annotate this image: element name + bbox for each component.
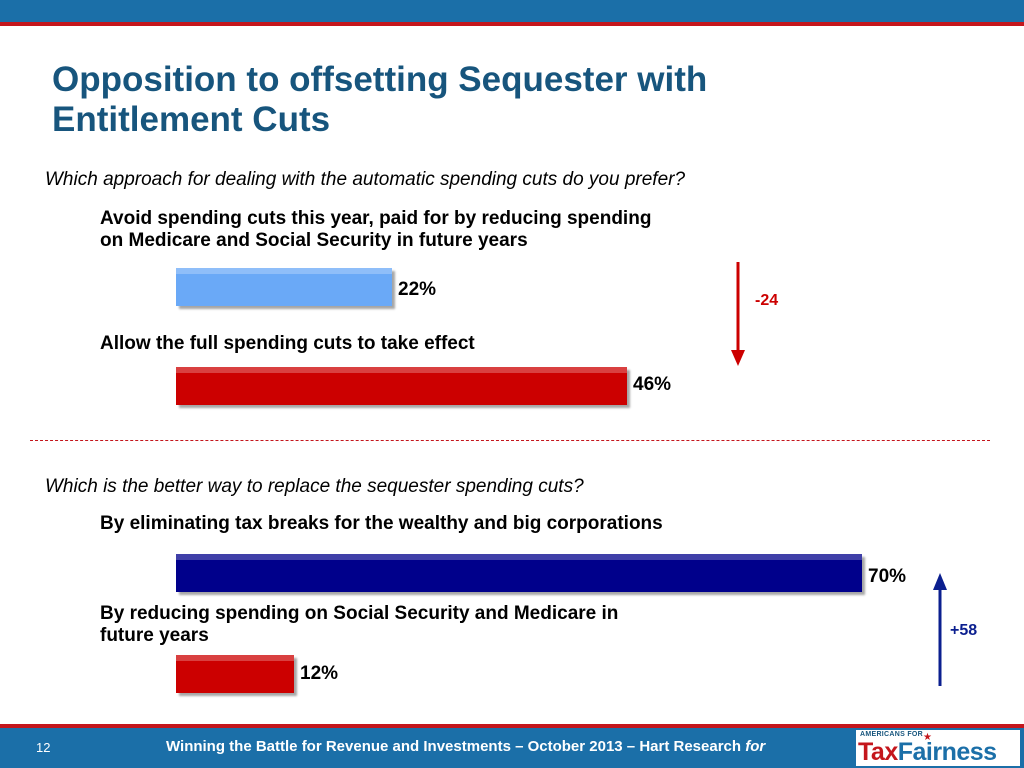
bar-2-2-value: 12% <box>300 663 339 684</box>
bar-2-2 <box>176 655 294 693</box>
slide-title: Opposition to offsetting Sequester with … <box>52 60 707 140</box>
option-1-1-label-line-2: on Medicare and Social Security in futur… <box>100 230 528 251</box>
option-2-1-label: By eliminating tax breaks for the wealth… <box>100 513 663 535</box>
question-2: Which is the better way to replace the s… <box>45 476 584 497</box>
option-1-1-label: Avoid spending cuts this year, paid for … <box>100 208 651 252</box>
bar-1-2-value: 46% <box>633 374 672 395</box>
bar-1-2 <box>176 367 627 405</box>
tax-fairness-logo: AMERICANS FOR ★ TaxFairness <box>856 730 1020 766</box>
footer-text: Winning the Battle for Revenue and Inves… <box>166 738 765 755</box>
question-1: Which approach for dealing with the auto… <box>45 169 686 190</box>
logo-wordmark: TaxFairness <box>858 739 997 765</box>
difference-2-label: +58 <box>950 622 978 639</box>
option-1-2-label-line-1: Allow the full spending cuts to take eff… <box>100 333 475 354</box>
bar-1-1-value: 22% <box>398 279 437 300</box>
difference-2-arrow <box>933 573 947 686</box>
header-rule <box>0 22 1024 26</box>
bar-2-1 <box>176 554 862 592</box>
option-1-1-label-line-1: Avoid spending cuts this year, paid for … <box>100 208 652 229</box>
logo-tax: Tax <box>858 738 898 766</box>
option-2-2-label-line-2: future years <box>100 625 209 646</box>
logo-tagline: AMERICANS FOR <box>860 731 924 738</box>
page-number: 12 <box>36 740 51 755</box>
footer-caption: Winning the Battle for Revenue and Inves… <box>166 738 742 755</box>
star-icon: ★ <box>923 732 932 743</box>
slide-title-line-1: Opposition to offsetting Sequester with <box>52 60 708 99</box>
difference-1-label: -24 <box>755 292 779 309</box>
option-2-2-label-line-1: By reducing spending on Social Security … <box>100 603 619 624</box>
option-2-1-label-line-1: By eliminating tax breaks for the wealth… <box>100 513 663 534</box>
bar-2-1-value: 70% <box>868 566 907 587</box>
bar-1-1 <box>176 268 392 306</box>
footer-rule <box>0 724 1024 728</box>
header-band <box>0 0 1024 22</box>
option-1-2-label: Allow the full spending cuts to take eff… <box>100 333 475 355</box>
slide-title-line-2: Entitlement Cuts <box>52 100 331 139</box>
section-divider <box>30 440 990 441</box>
logo-fairness: Fairness <box>897 738 997 766</box>
option-2-2-label: By reducing spending on Social Security … <box>100 603 618 647</box>
difference-1-arrow <box>731 262 745 366</box>
footer-band <box>0 728 1024 768</box>
footer-for: for <box>745 738 766 755</box>
